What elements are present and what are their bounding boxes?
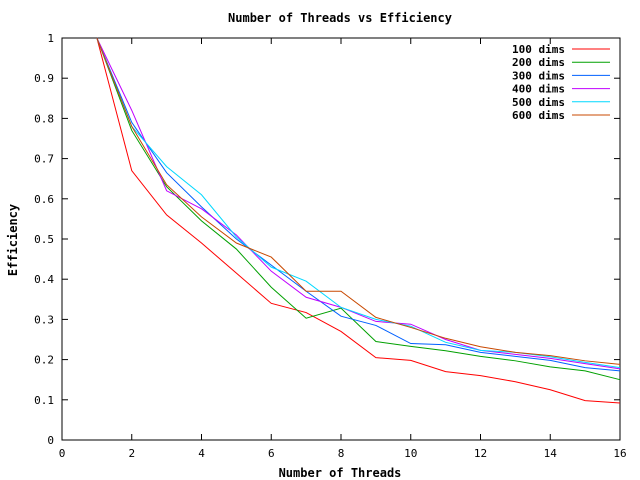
series-line-200-dims: [96, 37, 621, 381]
x-tick-label: 10: [404, 447, 417, 460]
legend-label: 400 dims: [512, 83, 565, 96]
x-axis-label: Number of Threads: [279, 466, 402, 480]
legend-label: 600 dims: [512, 109, 565, 122]
y-tick-label: 0.7: [34, 153, 54, 166]
series-line-100-dims: [96, 37, 621, 404]
axis-tick-labels: 0 2 4 6 8 10 12 14 16 0 0.1 0.2 0.3 0.4 0.5 0.6 0.7 0.8 0.…: [34, 32, 627, 460]
series-line-600-dims: [96, 37, 621, 365]
legend-label: 100 dims: [512, 43, 565, 56]
y-tick-label: 0: [47, 434, 54, 447]
axis-ticks: [61, 37, 621, 441]
y-tick-label: 0.8: [34, 112, 54, 125]
legend-label: 500 dims: [512, 96, 565, 109]
x-tick-label: 8: [338, 447, 345, 460]
legend-label: 300 dims: [512, 69, 565, 82]
x-tick-label: 14: [544, 447, 558, 460]
y-tick-label: 0.3: [34, 313, 54, 326]
y-axis-label: Efficiency: [6, 204, 20, 276]
series-line-300-dims: [96, 37, 621, 372]
y-tick-label: 0.4: [34, 273, 54, 286]
x-tick-label: 0: [59, 447, 66, 460]
series-line-500-dims: [96, 37, 621, 369]
x-tick-label: 6: [268, 447, 275, 460]
y-tick-label: 0.9: [34, 72, 54, 85]
series-lines: [96, 37, 621, 404]
x-tick-label: 16: [613, 447, 626, 460]
y-tick-label: 0.1: [34, 394, 54, 407]
x-tick-label: 2: [128, 447, 135, 460]
x-tick-label: 12: [474, 447, 487, 460]
chart-title: Number of Threads vs Efficiency: [228, 11, 452, 25]
y-tick-label: 1: [47, 32, 54, 45]
y-tick-label: 0.6: [34, 193, 54, 206]
y-tick-label: 0.2: [34, 354, 54, 367]
legend-label: 200 dims: [512, 56, 565, 69]
y-tick-label: 0.5: [34, 233, 54, 246]
x-tick-label: 4: [198, 447, 205, 460]
series-line-400-dims: [96, 37, 621, 370]
